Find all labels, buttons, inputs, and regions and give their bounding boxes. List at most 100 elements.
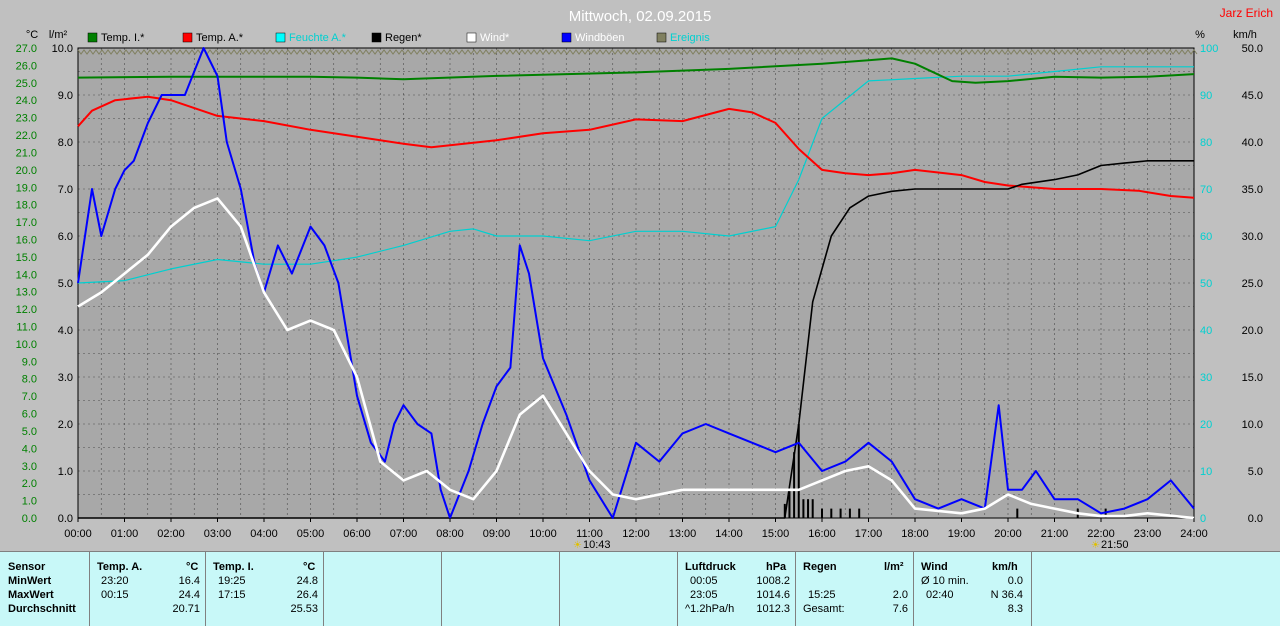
- rain-header: Regen: [803, 561, 837, 573]
- wind-unit: km/h: [992, 561, 1018, 573]
- temp-tick-label: 15.0: [16, 252, 37, 264]
- temp-tick-label: 14.0: [16, 269, 37, 281]
- wind-tick-label: 35.0: [1242, 184, 1263, 196]
- rain-tick-label: 9.0: [58, 90, 73, 102]
- sunrise-time: 10:43: [583, 539, 611, 551]
- temp-tick-label: 13.0: [16, 287, 37, 299]
- rain-total: 7.6: [892, 603, 908, 615]
- wind-avg: 0.0: [1007, 575, 1023, 587]
- temp-tick-label: 21.0: [16, 147, 37, 159]
- legend-swatch-temp-a: [182, 32, 193, 43]
- label-sensor: Sensor: [8, 561, 46, 573]
- legend-swatch-event: [656, 32, 667, 43]
- pressure-trend: ^1.2hPa/h: [685, 603, 735, 615]
- wind-tick-label: 40.0: [1242, 137, 1263, 149]
- x-tick-label: 13:00: [669, 528, 697, 540]
- series-layer: [77, 47, 1198, 520]
- temp-tick-label: 25.0: [16, 78, 37, 90]
- wind-unit-label: km/h: [1233, 29, 1257, 41]
- temp-tick-label: 17.0: [16, 217, 37, 229]
- legend-swatch-humidity: [275, 32, 286, 43]
- temp-i-header: Temp. I.: [213, 561, 254, 573]
- x-tick-label: 23:00: [1134, 528, 1162, 540]
- humidity-tick-label: 50: [1200, 278, 1212, 290]
- rain-bar: [797, 424, 800, 518]
- legend-label-rain: Regen*: [385, 32, 422, 44]
- temp-i-max-time: 17:15: [218, 589, 246, 601]
- wind-avg-label: Ø 10 min.: [921, 575, 969, 587]
- pressure-max: 1014.6: [756, 589, 790, 601]
- humidity-tick-label: 0: [1200, 513, 1206, 525]
- x-tick-label: 15:00: [762, 528, 790, 540]
- weather-chart: 0.0 1.0 2.0 3.0 4.0 5.0 6.0 7.0 8.0 9.0 10.0 11.0 12…: [15, 6, 1273, 551]
- empty-column-2: [441, 552, 560, 626]
- temp-a-max: 24.4: [178, 589, 200, 601]
- temp-i-avg: 25.53: [290, 603, 318, 615]
- wind-line: [77, 197, 1195, 520]
- pressure-max-time: 23:05: [690, 589, 718, 601]
- temp-i-max: 26.4: [296, 589, 318, 601]
- legend-label-wind: Wind*: [480, 32, 510, 44]
- humidity-unit-label: %: [1195, 29, 1205, 41]
- temp-a-max-time: 00:15: [101, 589, 129, 601]
- rain-total-label: Gesamt:: [803, 603, 845, 615]
- temp-tick-label: 24.0: [16, 95, 37, 107]
- temp-i-min: 24.8: [296, 575, 318, 587]
- x-tick-label: 00:00: [64, 528, 92, 540]
- x-tick-label: 20:00: [994, 528, 1022, 540]
- rain-tick-label: 3.0: [58, 372, 73, 384]
- rain-tick-label: 10.0: [52, 43, 73, 55]
- x-tick-label: 17:00: [855, 528, 883, 540]
- humidity-tick-label: 80: [1200, 137, 1212, 149]
- axes-layer: 0.0 1.0 2.0 3.0 4.0 5.0 6.0 7.0 8.0 9.0 10.0 11.0 12…: [16, 43, 1263, 540]
- rain-tick-label: 0.0: [58, 513, 73, 525]
- column-rain: Regen l/m² 15:25 2.0 Gesamt: 7.6: [795, 552, 914, 626]
- rain-tick-label: 7.0: [58, 184, 73, 196]
- rain-bar: [858, 508, 861, 518]
- rain-bar: [802, 499, 805, 518]
- rain-bar: [793, 452, 796, 518]
- rain-bar: [807, 499, 810, 518]
- rain-tick-label: 5.0: [58, 278, 73, 290]
- legend-swatch-gusts: [561, 32, 572, 43]
- humidity-tick-label: 90: [1200, 90, 1212, 102]
- temp-tick-label: 26.0: [16, 60, 37, 72]
- temp-a-min-time: 23:20: [101, 575, 129, 587]
- x-tick-label: 21:00: [1041, 528, 1069, 540]
- x-tick-label: 07:00: [390, 528, 418, 540]
- sunset-icon: ☀: [1091, 540, 1100, 551]
- rain-bar: [811, 499, 814, 518]
- pressure-header: Luftdruck: [685, 561, 736, 573]
- temp-tick-label: 5.0: [22, 426, 37, 438]
- stats-table: Sensor MinWert MaxWert Durchschnitt Temp…: [0, 551, 1280, 626]
- temp-a-min: 16.4: [178, 575, 200, 587]
- x-tick-label: 24:00: [1180, 528, 1208, 540]
- label-min: MinWert: [8, 575, 52, 587]
- x-tick-label: 16:00: [808, 528, 836, 540]
- legend-swatch-wind: [466, 32, 477, 43]
- temp-tick-label: 9.0: [22, 356, 37, 368]
- rain-unit-label: l/m²: [49, 29, 68, 41]
- legend-label-humidity: Feuchte A.*: [289, 32, 347, 44]
- wind-max: N 36.4: [990, 589, 1023, 601]
- x-tick-label: 12:00: [622, 528, 650, 540]
- temp-tick-label: 6.0: [22, 409, 37, 421]
- rain-tick-label: 1.0: [58, 466, 73, 478]
- column-temp-i: Temp. I. °C 19:25 24.8 17:15 26.4 25.53: [205, 552, 324, 626]
- rain-bar: [788, 489, 791, 518]
- humidity-tick-label: 30: [1200, 372, 1212, 384]
- wind-avg2: 8.3: [1007, 603, 1023, 615]
- x-tick-label: 02:00: [157, 528, 185, 540]
- wind-tick-label: 30.0: [1242, 231, 1263, 243]
- humidity-tick-label: 10: [1200, 466, 1212, 478]
- temp-tick-label: 3.0: [22, 461, 37, 473]
- x-tick-label: 03:00: [204, 528, 232, 540]
- wind-tick-label: 45.0: [1242, 90, 1263, 102]
- pressure-unit: hPa: [766, 561, 787, 573]
- chart-title: Mittwoch, 02.09.2015: [569, 8, 712, 25]
- rain-tick-label: 6.0: [58, 231, 73, 243]
- x-tick-label: 09:00: [483, 528, 511, 540]
- x-tick-label: 22:00: [1087, 528, 1115, 540]
- temp-tick-label: 27.0: [16, 43, 37, 55]
- wind-tick-label: 20.0: [1242, 325, 1263, 337]
